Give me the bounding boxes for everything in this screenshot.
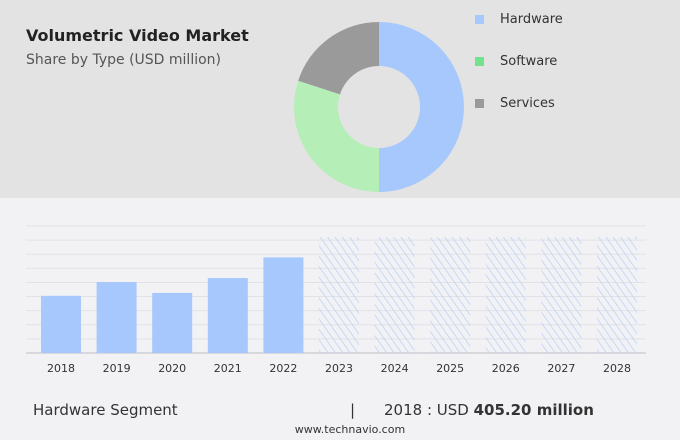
x-tick-label: 2028 [603,362,631,375]
bar-2019 [96,282,137,353]
forecast-bar-2025 [430,237,471,353]
legend-swatch [475,57,484,66]
forecast-bar-2024 [374,237,415,353]
legend-label: Software [500,54,558,69]
x-tick-label: 2025 [436,362,464,375]
chart-title: Volumetric Video Market [26,26,249,45]
legend-label: Hardware [500,12,563,27]
forecast-bar-2028 [597,237,637,353]
bar-2021 [207,278,248,353]
segment-label: Hardware Segment [33,401,178,419]
donut-slice-software [294,80,379,192]
bar-2022 [263,257,304,353]
legend-swatch [475,15,484,24]
source-url: www.technavio.com [294,423,406,436]
bar-2018 [41,295,81,353]
x-tick-label: 2027 [547,362,575,375]
x-tick-label: 2021 [214,362,242,375]
x-tick-label: 2018 [47,362,75,375]
legend-swatch [475,99,484,108]
x-tick-label: 2023 [325,362,353,375]
legend-software: Software [475,54,557,69]
value-prefix: 2018 : USD [384,401,474,419]
x-tick-label: 2019 [103,362,131,375]
legend-label: Services [500,96,555,111]
x-tick-label: 2024 [381,362,409,375]
bar-2020 [152,292,193,353]
x-tick-label: 2022 [269,362,297,375]
separator: | [350,401,356,419]
chart-subtitle: Share by Type (USD million) [26,52,222,68]
value-amount: 405.20 million [473,401,594,419]
forecast-bar-2023 [319,237,359,353]
legend-services: Services [475,96,555,111]
forecast-bar-2027 [541,237,582,353]
segment-value: 2018 : USD 405.20 million [384,401,594,419]
legend-hardware: Hardware [475,12,563,27]
forecast-bar-2026 [485,237,526,353]
x-tick-label: 2020 [158,362,186,375]
x-tick-label: 2026 [492,362,520,375]
donut-slice-hardware [379,22,464,192]
donut-slice-services [298,22,379,95]
